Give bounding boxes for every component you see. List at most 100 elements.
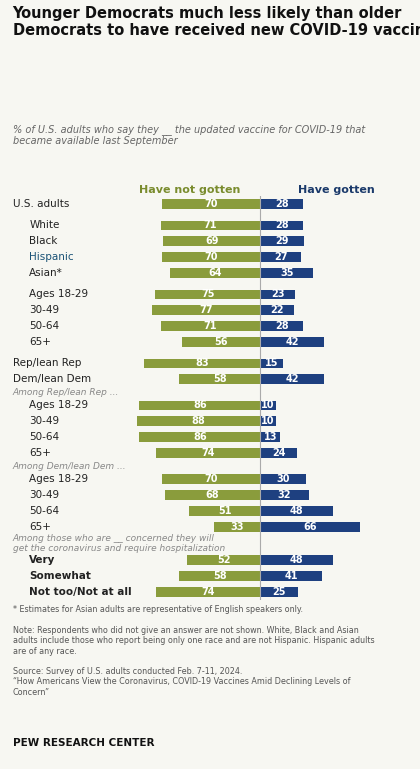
Bar	[260, 221, 303, 231]
Text: 48: 48	[290, 506, 304, 516]
Bar	[181, 337, 260, 347]
Bar	[160, 321, 260, 331]
Text: 33: 33	[231, 522, 244, 532]
Text: 15: 15	[265, 358, 278, 368]
Text: 42: 42	[286, 337, 299, 347]
Text: 48: 48	[290, 555, 304, 565]
Text: 50-64: 50-64	[29, 506, 60, 516]
Text: Note: Respondents who did not give an answer are not shown. White, Black and Asi: Note: Respondents who did not give an an…	[13, 626, 374, 655]
Bar	[260, 305, 294, 315]
Bar	[139, 401, 260, 411]
Text: 75: 75	[201, 289, 214, 299]
Text: PEW RESEARCH CENTER: PEW RESEARCH CENTER	[13, 737, 154, 747]
Bar	[179, 571, 260, 581]
Text: 50-64: 50-64	[29, 321, 60, 331]
Bar	[260, 321, 303, 331]
Text: Rep/lean Rep: Rep/lean Rep	[13, 358, 81, 368]
Text: 65+: 65+	[29, 522, 51, 532]
Text: Dem/lean Dem: Dem/lean Dem	[13, 375, 91, 384]
Bar	[163, 236, 260, 246]
Text: 52: 52	[217, 555, 231, 565]
Text: 74: 74	[202, 448, 215, 458]
Text: 50-64: 50-64	[29, 432, 60, 442]
Text: 71: 71	[204, 321, 217, 331]
Text: Asian*: Asian*	[29, 268, 63, 278]
Text: 27: 27	[274, 252, 288, 262]
Text: White: White	[29, 221, 60, 231]
Text: 10: 10	[261, 416, 275, 426]
Bar	[160, 221, 260, 231]
Text: * Estimates for Asian adults are representative of English speakers only.: * Estimates for Asian adults are represe…	[13, 605, 302, 614]
Text: 22: 22	[270, 305, 284, 315]
Bar	[162, 252, 260, 262]
Bar	[136, 417, 260, 426]
Bar	[165, 490, 260, 500]
Text: U.S. adults: U.S. adults	[13, 199, 69, 209]
Bar	[187, 555, 260, 565]
Text: Ages 18-29: Ages 18-29	[29, 474, 89, 484]
Bar	[260, 337, 324, 347]
Bar	[260, 490, 309, 500]
Text: 23: 23	[271, 289, 284, 299]
Bar	[260, 432, 280, 442]
Bar	[260, 522, 360, 532]
Text: 13: 13	[263, 432, 277, 442]
Text: Ages 18-29: Ages 18-29	[29, 401, 89, 411]
Text: Younger Democrats much less likely than older
Democrats to have received new COV: Younger Democrats much less likely than …	[13, 6, 420, 38]
Bar	[260, 417, 276, 426]
Bar	[260, 401, 276, 411]
Bar	[260, 448, 297, 458]
Text: 88: 88	[192, 416, 205, 426]
Bar	[179, 375, 260, 384]
Bar	[260, 506, 333, 516]
Text: 70: 70	[205, 252, 218, 262]
Bar	[156, 448, 260, 458]
Text: 64: 64	[209, 268, 222, 278]
Text: 35: 35	[280, 268, 294, 278]
Bar	[260, 587, 298, 597]
Text: 42: 42	[286, 375, 299, 384]
Text: 58: 58	[213, 571, 226, 581]
Text: 30-49: 30-49	[29, 305, 60, 315]
Text: 65+: 65+	[29, 337, 51, 347]
Bar	[260, 375, 324, 384]
Bar	[260, 358, 283, 368]
Bar	[214, 522, 260, 532]
Text: 29: 29	[276, 236, 289, 246]
Text: 32: 32	[278, 490, 291, 500]
Text: 24: 24	[272, 448, 285, 458]
Text: 30-49: 30-49	[29, 416, 60, 426]
Text: 86: 86	[193, 432, 207, 442]
Text: Among Dem/lean Dem ...: Among Dem/lean Dem ...	[13, 461, 126, 471]
Text: Hispanic: Hispanic	[29, 252, 74, 262]
Bar	[260, 555, 333, 565]
Text: Among Rep/lean Rep ...: Among Rep/lean Rep ...	[13, 388, 119, 397]
Text: 86: 86	[193, 401, 207, 411]
Text: 30-49: 30-49	[29, 490, 60, 500]
Text: 28: 28	[275, 221, 289, 231]
Text: 30: 30	[276, 474, 290, 484]
Text: 70: 70	[205, 474, 218, 484]
Text: 71: 71	[204, 221, 217, 231]
Bar	[260, 571, 323, 581]
Text: 56: 56	[214, 337, 228, 347]
Bar	[139, 432, 260, 442]
Text: 70: 70	[205, 199, 218, 209]
Text: 74: 74	[202, 587, 215, 597]
Text: 25: 25	[273, 587, 286, 597]
Text: 58: 58	[213, 375, 226, 384]
Bar	[144, 358, 260, 368]
Bar	[162, 474, 260, 484]
Text: 51: 51	[218, 506, 231, 516]
Text: Very: Very	[29, 555, 56, 565]
Text: 66: 66	[304, 522, 317, 532]
Bar	[152, 305, 260, 315]
Text: 65+: 65+	[29, 448, 51, 458]
Bar	[260, 252, 301, 262]
Text: Ages 18-29: Ages 18-29	[29, 289, 89, 299]
Bar	[162, 199, 260, 209]
Text: Somewhat: Somewhat	[29, 571, 91, 581]
Text: 69: 69	[205, 236, 218, 246]
Text: 83: 83	[195, 358, 209, 368]
Text: 77: 77	[200, 305, 213, 315]
